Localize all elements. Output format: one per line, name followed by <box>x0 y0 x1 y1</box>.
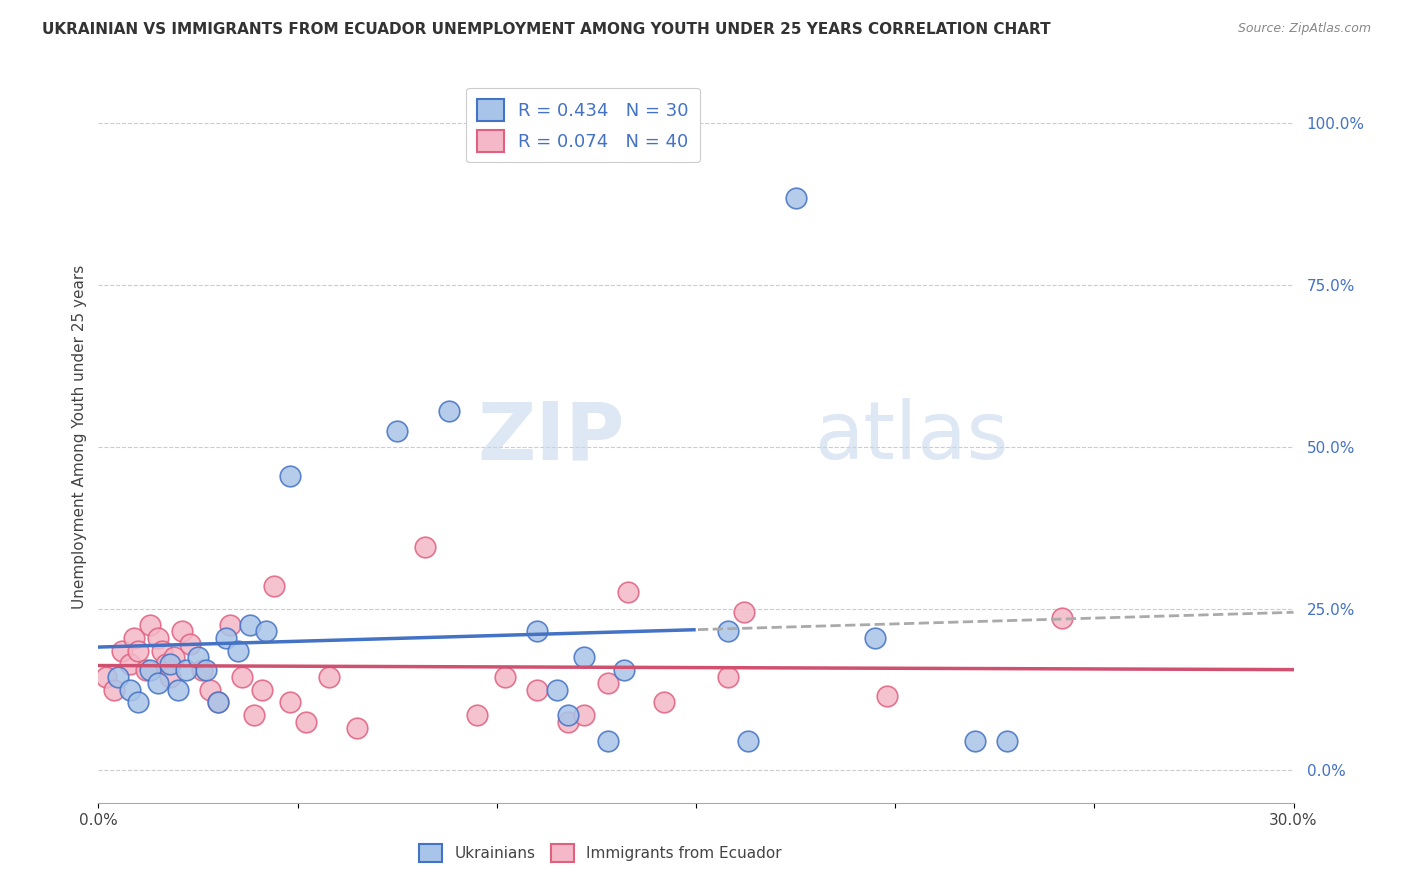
Point <box>995 734 1018 748</box>
Point <box>120 682 142 697</box>
Point <box>278 696 301 710</box>
Point <box>103 682 125 697</box>
Point <box>250 682 273 697</box>
Point <box>148 676 170 690</box>
Point <box>613 663 636 677</box>
Point <box>207 696 229 710</box>
Point <box>239 617 262 632</box>
Point <box>159 669 181 683</box>
Point <box>111 643 134 657</box>
Point <box>598 676 620 690</box>
Point <box>1052 611 1074 625</box>
Point <box>139 617 162 632</box>
Point <box>96 669 118 683</box>
Point <box>139 663 162 677</box>
Point <box>174 663 197 677</box>
Point <box>963 734 986 748</box>
Y-axis label: Unemployment Among Youth under 25 years: Unemployment Among Youth under 25 years <box>72 265 87 609</box>
Text: Source: ZipAtlas.com: Source: ZipAtlas.com <box>1237 22 1371 36</box>
Point <box>163 650 186 665</box>
Point <box>617 585 640 599</box>
Point <box>413 540 436 554</box>
Point <box>737 734 759 748</box>
Point <box>155 657 177 671</box>
Point <box>120 657 142 671</box>
Point <box>385 424 409 438</box>
Point <box>191 663 214 677</box>
Point <box>733 605 755 619</box>
Point <box>179 637 201 651</box>
Point <box>785 191 807 205</box>
Point <box>876 689 898 703</box>
Point <box>172 624 194 639</box>
Point <box>526 624 548 639</box>
Point <box>207 696 229 710</box>
Point <box>219 617 242 632</box>
Point <box>167 682 190 697</box>
Point <box>254 624 277 639</box>
Point <box>346 722 368 736</box>
Text: ZIP: ZIP <box>477 398 624 476</box>
Point <box>215 631 238 645</box>
Point <box>717 624 740 639</box>
Point <box>263 579 285 593</box>
Point <box>557 708 579 723</box>
Point <box>150 643 173 657</box>
Point <box>465 708 488 723</box>
Point <box>526 682 548 697</box>
Point <box>717 669 740 683</box>
Point <box>195 663 218 677</box>
Point <box>127 696 149 710</box>
Point <box>574 650 596 665</box>
Point <box>557 714 579 729</box>
Point <box>574 708 596 723</box>
Point <box>318 669 340 683</box>
Point <box>863 631 887 645</box>
Point <box>148 631 170 645</box>
Point <box>294 714 316 729</box>
Point <box>124 631 146 645</box>
Point <box>437 404 460 418</box>
Point <box>159 657 181 671</box>
Point <box>243 708 266 723</box>
Point <box>598 734 620 748</box>
Text: atlas: atlas <box>814 398 1008 476</box>
Point <box>127 643 149 657</box>
Legend: Ukrainians, Immigrants from Ecuador: Ukrainians, Immigrants from Ecuador <box>413 838 787 868</box>
Point <box>231 669 253 683</box>
Point <box>107 669 129 683</box>
Point <box>187 650 209 665</box>
Point <box>546 682 568 697</box>
Point <box>494 669 516 683</box>
Point <box>135 663 157 677</box>
Point <box>198 682 221 697</box>
Text: UKRAINIAN VS IMMIGRANTS FROM ECUADOR UNEMPLOYMENT AMONG YOUTH UNDER 25 YEARS COR: UKRAINIAN VS IMMIGRANTS FROM ECUADOR UNE… <box>42 22 1050 37</box>
Point <box>226 643 249 657</box>
Point <box>278 469 301 483</box>
Point <box>652 696 675 710</box>
